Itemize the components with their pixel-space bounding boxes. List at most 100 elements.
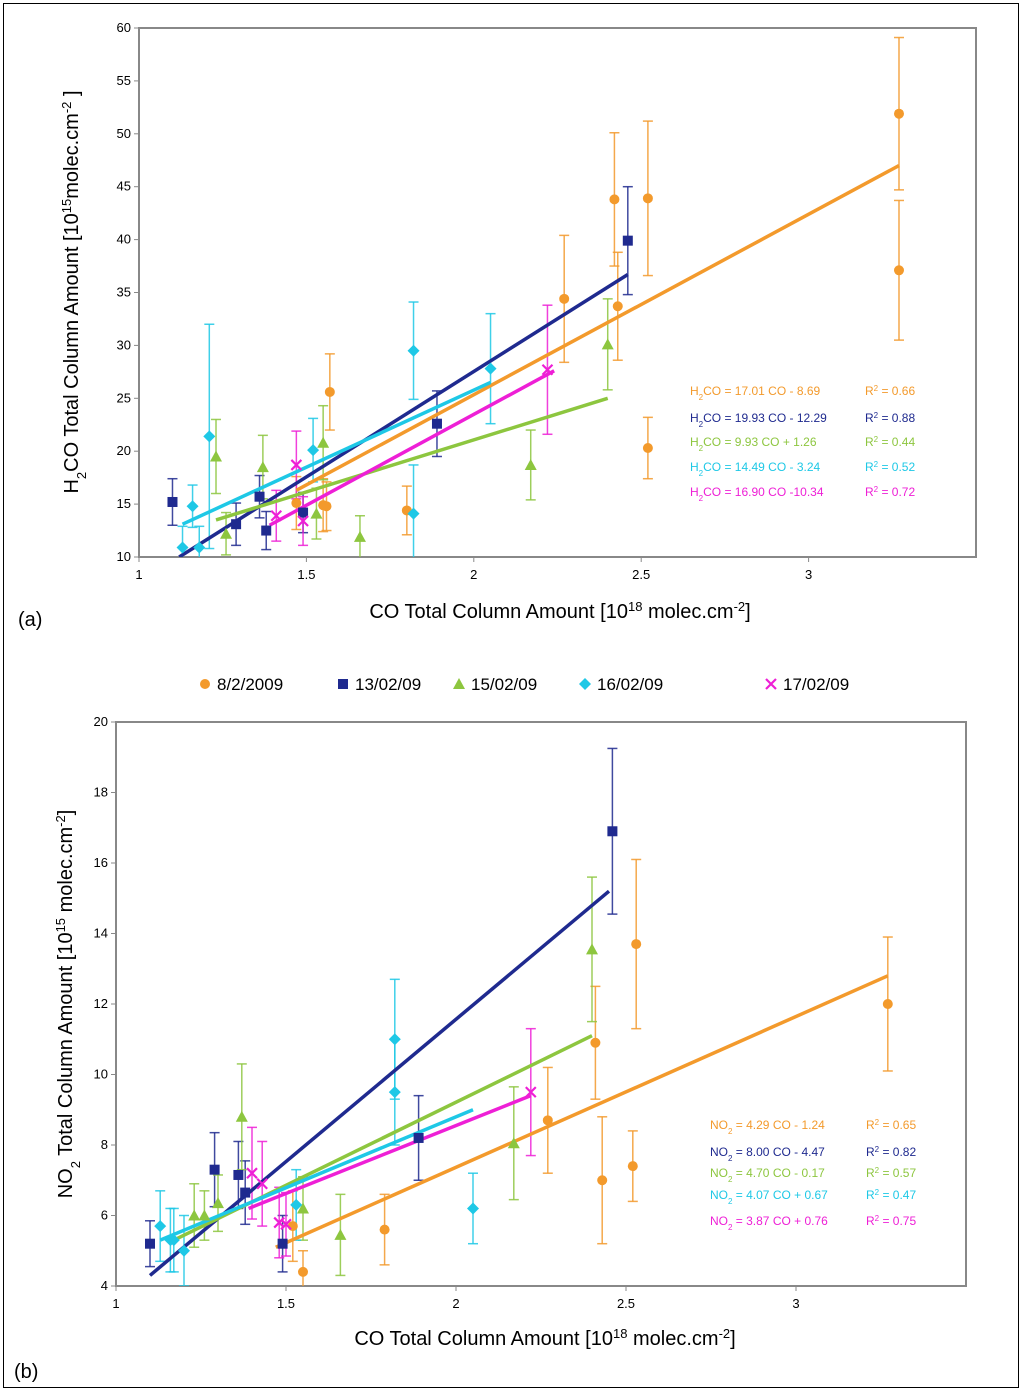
data-point [590,1037,601,1048]
y-tick-label: 15 [117,496,131,511]
data-point [586,943,598,955]
data-point [542,1115,553,1126]
regression-equation: NO2 = 4.29 CO - 1.24 [710,1118,825,1136]
x-tick-label: 1.5 [297,567,315,582]
legend-marker-circle [200,679,210,689]
r-squared: R2 = 0.72 [865,485,915,500]
y-tick-label: 40 [117,232,131,247]
r-squared: R2 = 0.82 [866,1145,916,1160]
data-point [210,450,223,462]
fit-line-15-02-09 [215,396,609,522]
data-point [525,1086,537,1098]
data-point [310,507,323,519]
x-axis-label: CO Total Column Amount [1018 molec.cm-2] [354,1326,735,1351]
y-tick-label: 50 [117,126,131,141]
y-tick-label: 6 [101,1208,108,1223]
y-tick-label: 10 [94,1067,108,1082]
data-point [277,1238,288,1249]
legend-label: 17/02/09 [783,675,849,694]
y-tick-label: 30 [117,337,131,352]
x-axis-label: CO Total Column Amount [1018 molec.cm-2] [369,599,750,624]
data-point [290,459,303,471]
data-point [209,1164,220,1175]
y-tick-label: 18 [94,785,108,800]
r-squared: R2 = 0.52 [865,460,915,475]
data-point [297,1202,309,1214]
data-point [178,1244,190,1257]
regression-equation: H2CO = 16.90 CO -10.34 [690,485,824,503]
data-point [193,541,206,554]
data-point [231,519,242,530]
data-point [388,1086,401,1099]
y-tick-label: 55 [117,73,131,88]
y-tick-label: 35 [117,285,131,300]
r-squared: R2 = 0.44 [865,435,915,450]
data-point [507,1137,520,1149]
y-tick-label: 14 [94,926,108,941]
data-point [176,541,189,554]
plot-area [115,721,967,1287]
x-tick-label: 3 [805,567,812,582]
data-point [334,1228,347,1240]
data-point [467,1202,479,1215]
regression-equation: H2CO = 17.01 CO - 8.69 [690,384,821,402]
legend-label: 8/2/2009 [217,675,283,694]
series-13-02-09 [145,747,618,1273]
data-point [167,496,178,507]
x-tick-label: 1 [112,1296,119,1311]
y-tick-label: 4 [101,1278,108,1293]
x-tick-label: 3 [792,1296,799,1311]
regression-equation: H2CO = 9.93 CO + 1.26 [690,435,817,453]
r-squared: R2 = 0.75 [866,1214,916,1229]
data-point [642,443,653,454]
data-point [186,500,199,513]
data-point [188,1209,201,1221]
regression-equation: H2CO = 14.49 CO - 3.24 [690,460,821,478]
data-point [642,193,653,204]
data-point [233,1169,244,1180]
r-squared: R2 = 0.66 [865,384,915,399]
data-point [246,1167,258,1179]
y-tick-label: 45 [117,179,131,194]
x-tick-label: 2 [470,567,477,582]
data-point [607,826,618,837]
data-point [261,525,272,536]
series-13-02-09 [167,185,633,551]
data-point [407,507,420,520]
y-tick-label: 25 [117,390,131,405]
x-tick-label: 2.5 [632,567,650,582]
data-point [524,458,537,470]
data-point [220,527,233,539]
fit-line-8-2-2009 [275,974,889,1249]
r-squared: R2 = 0.57 [866,1166,916,1181]
x-tick-label: 1 [135,567,142,582]
data-point [893,108,904,119]
plot-area [138,27,977,558]
data-point [612,301,623,312]
data-point [484,362,497,375]
data-point [431,418,442,429]
data-point [256,461,269,473]
y-tick-label: 12 [94,996,108,1011]
x-tick-label: 2.5 [617,1296,635,1311]
data-point [622,235,633,246]
data-point [882,999,893,1009]
data-point [291,498,302,509]
data-point [631,939,642,950]
legend-label: 13/02/09 [355,675,421,694]
fit-line-17-02-09 [268,369,555,527]
y-tick-label: 10 [117,549,131,564]
data-point [298,507,309,518]
legend-marker-triangle [453,678,465,689]
data-point [203,430,216,443]
data-point [307,444,320,457]
y-tick-label: 20 [117,443,131,458]
data-point [212,1197,224,1209]
data-point [290,1198,303,1211]
data-point [388,1033,401,1046]
data-point [627,1161,638,1172]
panel-label: (a) [18,609,42,631]
data-point [321,501,332,512]
fit-line-16-02-09 [181,380,492,526]
